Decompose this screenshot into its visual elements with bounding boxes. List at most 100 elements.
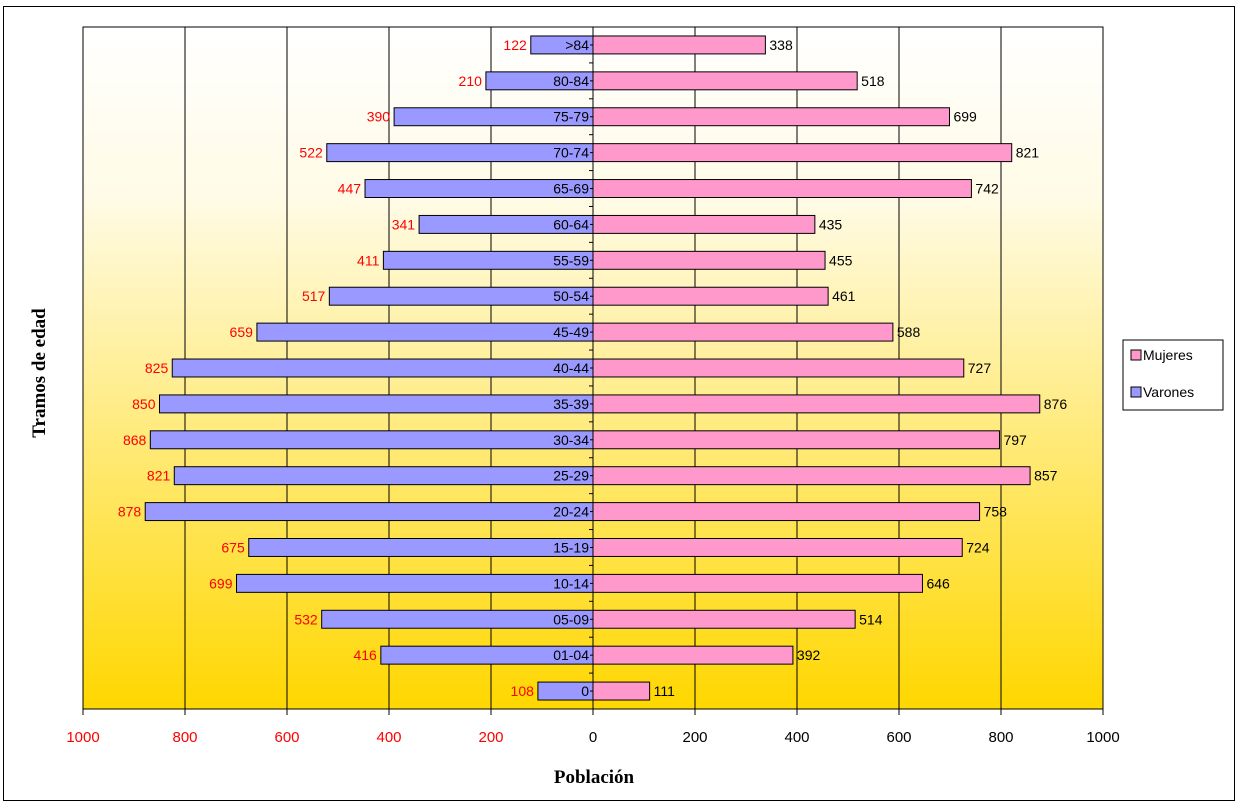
value-label-mujeres: 435 (819, 216, 843, 232)
bar-mujeres (592, 645, 794, 665)
legend-label-mujeres: Mujeres (1143, 347, 1193, 363)
value-label-mujeres: 338 (769, 37, 793, 53)
value-label-mujeres: 111 (654, 683, 675, 699)
bar-varones (144, 502, 594, 522)
value-label-varones: 825 (145, 360, 169, 376)
category-label: 70-74 (553, 145, 589, 161)
value-label-varones: 850 (132, 396, 156, 412)
value-label-mujeres: 857 (1034, 468, 1058, 484)
legend-swatch-mujeres (1130, 349, 1142, 361)
bar-mujeres (592, 358, 965, 378)
legend-label-varones: Varones (1143, 384, 1194, 400)
value-label-mujeres: 742 (975, 181, 999, 197)
category-label: 20-24 (553, 504, 589, 520)
bar-mujeres (592, 681, 651, 701)
value-label-mujeres: 392 (797, 647, 821, 663)
category-label: 75-79 (553, 109, 589, 125)
value-label-varones: 659 (230, 324, 254, 340)
bar-mujeres (592, 143, 1013, 163)
value-label-varones: 522 (299, 145, 323, 161)
category-label: 10-14 (553, 575, 589, 591)
value-label-varones: 210 (459, 73, 483, 89)
value-label-varones: 675 (221, 539, 245, 555)
value-label-mujeres: 461 (832, 288, 856, 304)
category-label: 65-69 (553, 181, 589, 197)
legend-swatch-varones (1130, 386, 1142, 398)
category-label: 40-44 (553, 360, 589, 376)
value-label-varones: 699 (209, 575, 233, 591)
bar-mujeres (592, 573, 923, 593)
value-label-varones: 122 (503, 37, 527, 53)
category-label: 30-34 (553, 432, 589, 448)
category-label: 80-84 (553, 73, 589, 89)
category-label: 25-29 (553, 468, 589, 484)
value-label-mujeres: 699 (953, 109, 977, 125)
value-label-mujeres: 455 (829, 252, 853, 268)
legend: Mujeres Varones (1122, 339, 1224, 411)
x-tick-label: 800 (988, 729, 1013, 746)
value-label-mujeres: 876 (1044, 396, 1068, 412)
category-label: 35-39 (553, 396, 589, 412)
bar-mujeres (592, 71, 858, 91)
category-label: 50-54 (553, 288, 589, 304)
value-label-varones: 517 (302, 288, 326, 304)
category-labels: 0 01-04 05-09 10-14 15-19 20-24 25-29 30-34 35-3… (553, 37, 589, 699)
bar-mujeres (592, 179, 972, 198)
bar-mujeres (592, 107, 950, 127)
category-label: 45-49 (553, 324, 589, 340)
category-label: 05-09 (553, 611, 589, 627)
value-label-mujeres: 797 (1003, 432, 1027, 448)
bar-mujeres (592, 466, 1031, 486)
value-label-varones: 390 (367, 109, 391, 125)
bar-mujeres (592, 35, 766, 55)
bar-mujeres (592, 538, 963, 557)
bar-mujeres (592, 286, 829, 306)
bar-mujeres (592, 394, 1041, 414)
x-tick-label: 600 (274, 729, 299, 746)
value-label-varones: 821 (147, 468, 171, 484)
bar-varones (256, 322, 594, 342)
category-label: 60-64 (553, 216, 589, 232)
value-label-varones: 447 (338, 181, 362, 197)
bar-varones (159, 394, 594, 414)
category-label: 0 (581, 683, 589, 699)
value-label-mujeres: 588 (897, 324, 921, 340)
value-label-mujeres: 514 (859, 611, 883, 627)
bar-varones (173, 466, 594, 486)
value-label-varones: 532 (294, 611, 318, 627)
value-label-varones: 341 (392, 216, 416, 232)
value-label-varones: 411 (357, 252, 380, 268)
bar-mujeres (592, 250, 826, 270)
value-label-varones: 416 (353, 647, 377, 663)
x-axis: 1000 800 600 400 200 0 200 400 600 800 1000 (66, 26, 1120, 746)
bar-mujeres (592, 609, 856, 629)
value-label-varones: 108 (511, 683, 535, 699)
x-tick-label: 400 (784, 729, 809, 746)
bar-varones (248, 538, 594, 557)
bar-mujeres (592, 502, 981, 522)
x-tick-label: 600 (886, 729, 911, 746)
bar-mujeres (592, 322, 894, 342)
x-tick-label: 1000 (1086, 729, 1119, 746)
bars-group (144, 35, 1041, 701)
value-label-varones: 878 (118, 504, 142, 520)
category-label: 01-04 (553, 647, 589, 663)
bar-mujeres (592, 214, 816, 234)
y-axis-title: Tramos de edad (29, 308, 50, 438)
value-label-mujeres: 646 (926, 575, 950, 591)
value-labels: 108 111 416 392 532 514 699 646 675 724 878 758 821 8… (118, 37, 1067, 699)
bar-varones (236, 573, 594, 593)
value-label-mujeres: 821 (1016, 145, 1040, 161)
x-axis-title: Población (554, 767, 635, 788)
x-tick-label: 0 (589, 729, 597, 746)
bar-mujeres (592, 430, 1000, 450)
x-tick-label: 200 (682, 729, 707, 746)
value-label-varones: 868 (123, 432, 147, 448)
bar-varones (149, 430, 594, 450)
value-label-mujeres: 724 (966, 539, 990, 555)
category-label: 55-59 (553, 252, 589, 268)
bar-varones (171, 358, 594, 378)
value-label-mujeres: 518 (861, 73, 885, 89)
value-label-mujeres: 727 (968, 360, 992, 376)
